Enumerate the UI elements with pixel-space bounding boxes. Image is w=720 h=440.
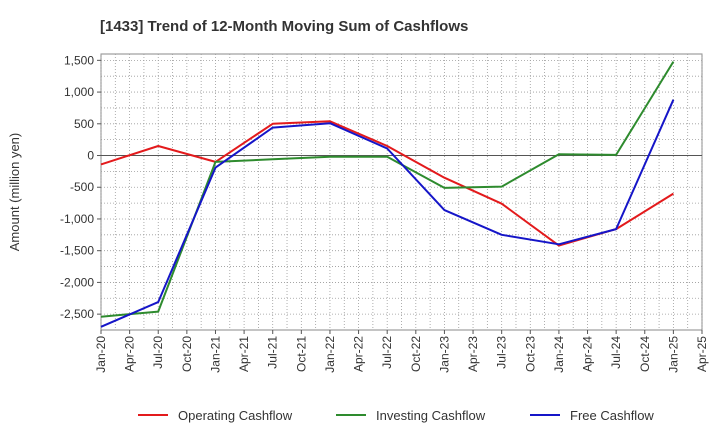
x-tick-label: Jan-22 — [323, 336, 337, 373]
x-tick-label: Apr-22 — [352, 336, 366, 372]
x-axis-ticks: Jan-20 Apr-20 Jul-20 Oct-20 Jan-21 Apr-21 Jul-… — [94, 330, 709, 373]
x-tick-label: Apr-21 — [237, 336, 251, 372]
y-tick-label: -2,000 — [60, 275, 94, 289]
x-tick-label: Jul-22 — [380, 336, 394, 369]
x-tick-label: Jan-21 — [208, 336, 222, 373]
x-tick-label: Oct-24 — [638, 336, 652, 372]
x-tick-label: Apr-24 — [581, 336, 595, 372]
legend: Operating Cashflow Investing Cashflow Free… — [138, 408, 654, 423]
x-tick-label: Jan-25 — [666, 336, 680, 373]
x-tick-label: Apr-23 — [466, 336, 480, 372]
y-tick-label: -1,500 — [60, 244, 94, 258]
x-tick-label: Jul-20 — [151, 336, 165, 369]
y-tick-label: 0 — [87, 149, 94, 163]
series-lines — [100, 61, 675, 328]
x-tick-label: Jan-20 — [94, 336, 108, 373]
y-tick-label: -1,000 — [60, 212, 94, 226]
series-line-free-cashflow — [100, 99, 675, 328]
x-tick-label: Apr-25 — [695, 336, 709, 372]
x-tick-label: Jul-23 — [495, 336, 509, 369]
y-tick-label: -2,500 — [60, 307, 94, 321]
x-tick-label: Oct-21 — [294, 336, 308, 372]
y-tick-label: 1,500 — [64, 53, 94, 67]
x-tick-label: Oct-20 — [180, 336, 194, 372]
y-tick-label: 1,000 — [64, 85, 94, 99]
y-tick-label: -500 — [70, 180, 94, 194]
y-tick-label: 500 — [74, 117, 94, 131]
x-tick-label: Jan-24 — [552, 336, 566, 373]
chart-title: [1433] Trend of 12-Month Moving Sum of C… — [100, 18, 468, 35]
x-tick-label: Apr-20 — [123, 336, 137, 372]
x-tick-label: Jul-21 — [266, 336, 280, 369]
x-tick-label: Oct-22 — [409, 336, 423, 372]
x-tick-label: Jan-23 — [437, 336, 451, 373]
legend-label: Free Cashflow — [570, 408, 654, 423]
legend-label: Investing Cashflow — [376, 408, 486, 423]
y-axis-ticks: 1,500 1,000 500 0 -500 -1,000 -1,500 -2,000 -2,5… — [60, 53, 101, 321]
y-axis-label: Amount (million yen) — [7, 133, 22, 252]
x-tick-label: Jul-24 — [609, 336, 623, 369]
x-tick-label: Oct-23 — [523, 336, 537, 372]
grid-lines — [100, 54, 703, 330]
legend-label: Operating Cashflow — [178, 408, 293, 423]
